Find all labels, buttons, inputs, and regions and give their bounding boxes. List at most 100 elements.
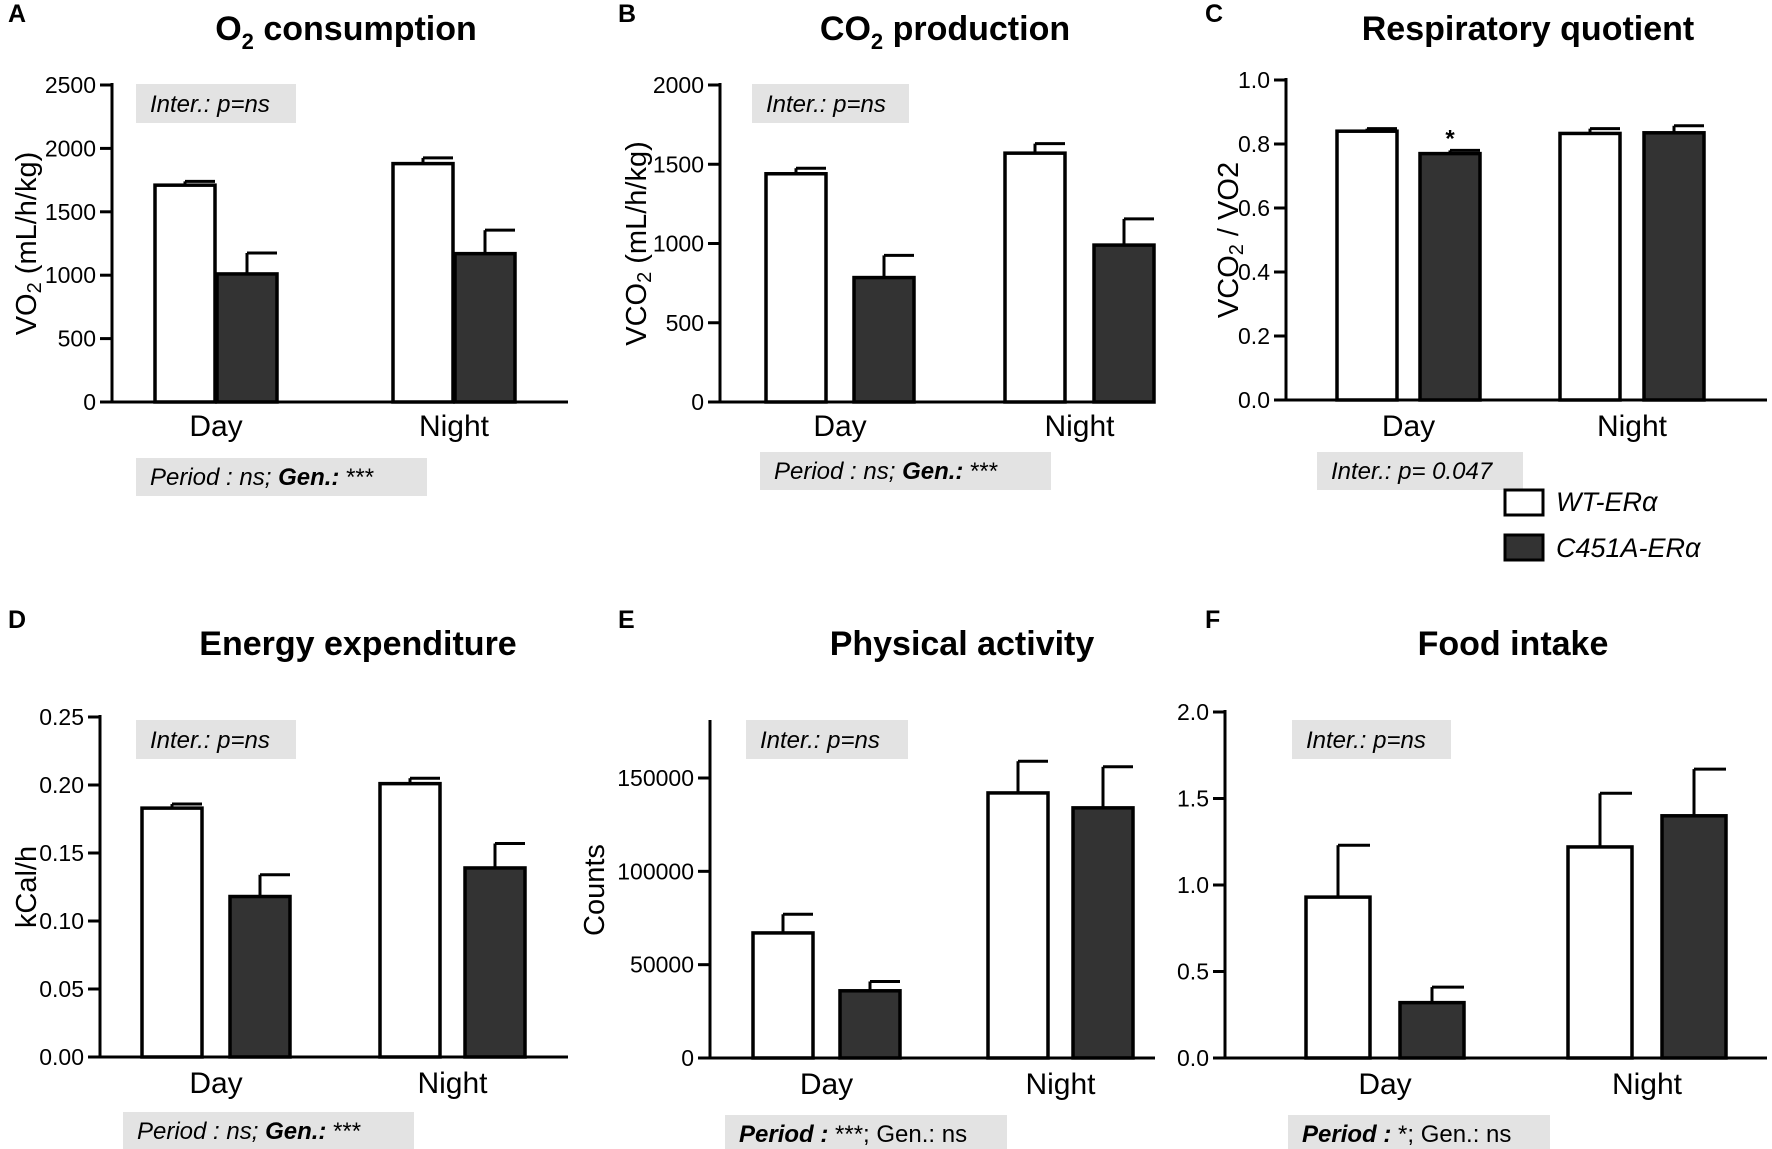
category-label-day: Day [1358,1068,1411,1101]
annotation-top: Inter.: p=ns [1306,727,1426,754]
y-axis-label: VO2 (mL/h/kg) [11,152,47,336]
annotation-bottom: Period : ns; Gen.: *** [150,464,374,491]
panel-letter: F [1205,606,1220,634]
y-tick-label: 0.4 [1238,259,1270,285]
category-label-day: Day [813,410,866,443]
y-tick-label: 500 [666,310,704,336]
y-tick-label: 150000 [617,765,694,791]
y-tick-label: 1.5 [1177,786,1209,812]
legend-swatch-wt [1503,488,1545,517]
legend: WT-ERα C451A-ERα [1503,487,1702,563]
y-tick-label: 1500 [45,199,96,225]
category-label-night: Night [1044,410,1115,443]
y-tick-label: 0 [681,1045,694,1071]
bar-c451a-day [215,272,279,404]
y-tick-label: 1.0 [1238,67,1270,93]
panel-letter: A [8,0,26,28]
chart-title: Energy expenditure [199,625,516,663]
annotation-bottom: Period : ***; Gen.: ns [739,1121,967,1148]
bar-wt-day [1335,129,1399,402]
chart-title: CO2 production [820,10,1070,54]
y-tick-label: 50000 [630,952,694,978]
annotation-box-top [136,720,296,759]
legend-label-c451a: C451A-ERα [1556,533,1702,563]
bar-wt-night [986,791,1050,1060]
bar-wt-day [764,172,828,404]
y-axis-label: kCal/h [11,846,43,928]
category-label-night: Night [1597,410,1668,443]
category-label-day: Day [189,1067,242,1100]
bar-wt-day [1304,895,1372,1060]
annotation-box-bottom [136,458,427,496]
category-label-night: Night [419,410,490,443]
panel-e: E Physical activity Inter.: p=ns Period : *… [579,606,1155,1149]
bar-c451a-day [228,894,292,1059]
bar-wt-day [140,806,204,1059]
y-axis-label: Counts [579,844,611,936]
bar-wt-day [153,183,217,404]
y-tick-label: 0.00 [39,1044,84,1070]
panel-a: A O2 consumption Inter.: p=ns Period : ns; … [8,0,568,496]
panel-d: D Energy expenditure Inter.: p=ns Period : … [8,606,568,1149]
category-label-day: Day [1382,410,1435,443]
y-tick-label: 2.0 [1177,699,1209,725]
chart-title: Food intake [1418,625,1609,663]
annotation-box-bottom [1288,1115,1550,1149]
category-label-night: Night [417,1067,488,1100]
bar-wt-night [391,161,455,404]
y-tick-label: 0.5 [1177,959,1209,985]
annotation-bottom: Period : ns; Gen.: *** [774,458,998,485]
y-tick-label: 1000 [45,262,96,288]
annotation-box-bottom [760,452,1051,490]
y-axis-label: VCO2 / VO2 [1213,162,1249,318]
y-tick-label: 0.25 [39,704,84,730]
category-label-day: Day [800,1068,853,1101]
panel-b: B CO2 production Inter.: p=ns Period : ns; … [618,0,1156,490]
bar-wt-day [751,931,815,1060]
panel-f: F Food intake Inter.: p=ns Period : *; Gen.… [1177,606,1767,1149]
y-tick-label: 100000 [617,858,694,884]
annotation-bottom: Period : ns; Gen.: *** [137,1118,361,1145]
y-tick-label: 0.6 [1238,195,1270,221]
annotation-top: Inter.: p=ns [150,727,270,754]
significance-mark: * [1445,125,1455,152]
category-label-night: Night [1025,1068,1096,1101]
legend-label-wt: WT-ERα [1556,487,1659,517]
y-tick-label: 0.20 [39,772,84,798]
y-tick-label: 2000 [45,135,96,161]
y-tick-label: 0 [691,389,704,415]
category-label-day: Day [189,410,242,443]
chart-title: Respiratory quotient [1362,10,1694,48]
panel-letter: E [618,606,635,634]
y-tick-label: 1500 [653,151,704,177]
bar-c451a-night [463,866,527,1059]
y-tick-label: 0.8 [1238,131,1270,157]
bar-c451a-day [1418,151,1482,402]
bar-c451a-day [852,275,916,404]
panel-c: C Respiratory quotient Inter.: p= 0.047 0.0… [1205,0,1767,490]
annotation-box-bottom [1317,452,1523,490]
bar-wt-night [1003,151,1067,404]
chart-title: Physical activity [830,625,1095,663]
annotation-box-top [746,720,908,759]
bar-wt-night [378,781,442,1059]
y-tick-label: 2000 [653,72,704,98]
chart-title: O2 consumption [215,10,477,54]
y-tick-label: 0 [83,389,96,415]
bar-c451a-night [453,251,517,404]
annotation-top: Inter.: p=ns [760,727,880,754]
y-tick-label: 0.05 [39,976,84,1002]
bar-c451a-day [838,989,902,1060]
y-tick-label: 0.15 [39,840,84,866]
annotation-top: Inter.: p=ns [150,91,270,118]
annotation-box-bottom [123,1112,414,1149]
bar-c451a-night [1071,806,1135,1060]
annotation-box-top [1292,720,1451,759]
bar-wt-night [1558,131,1622,402]
panel-letter: B [618,0,636,28]
annotation-top: Inter.: p=ns [766,91,886,118]
y-tick-label: 0.0 [1177,1045,1209,1071]
panel-letter: C [1205,0,1223,28]
panel-letter: D [8,606,26,634]
annotation-box-bottom [725,1115,1007,1149]
